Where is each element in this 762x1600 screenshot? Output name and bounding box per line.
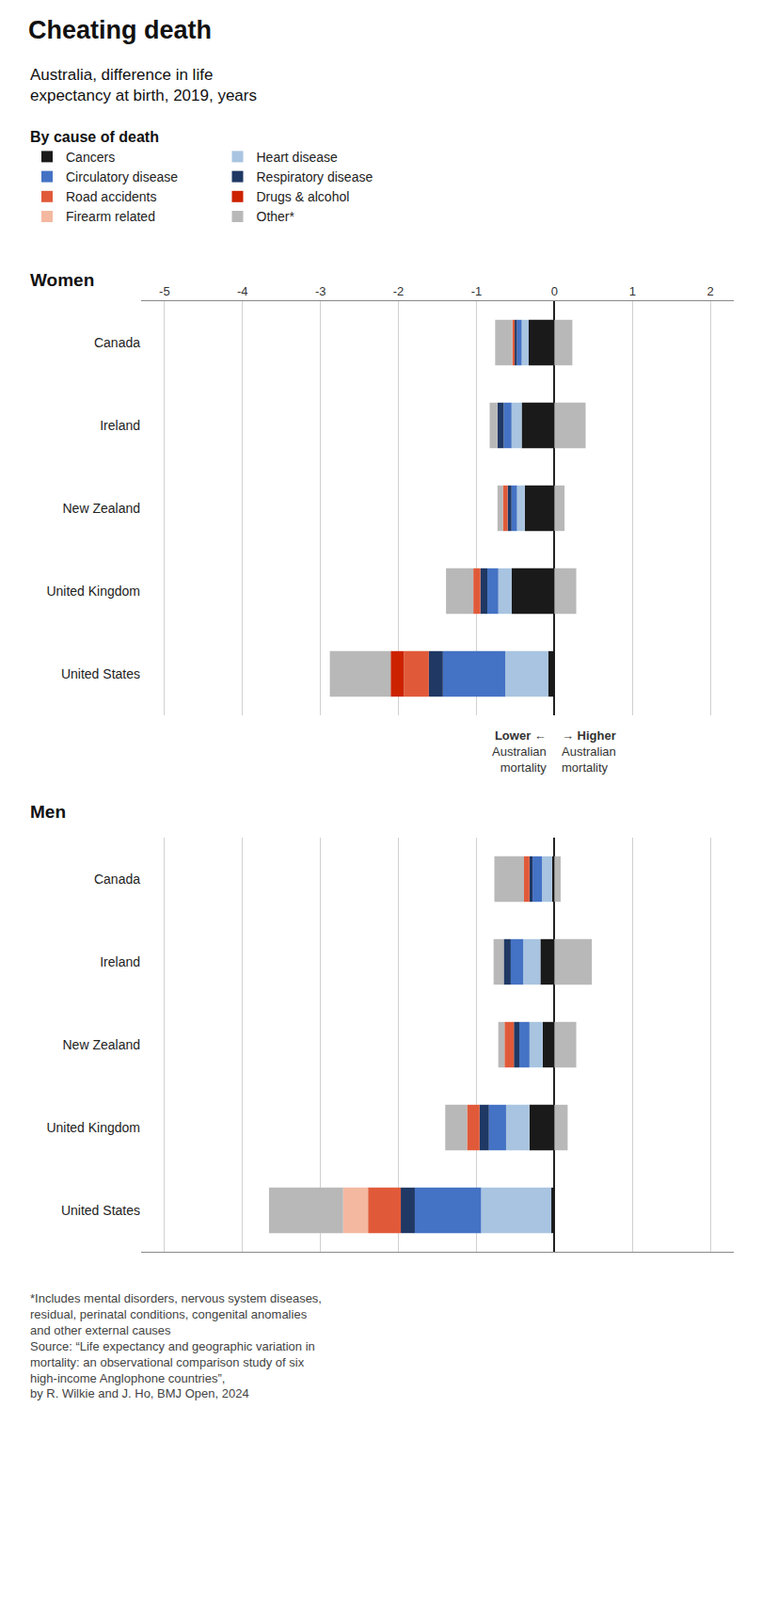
svg-text:United Kingdom: United Kingdom <box>46 583 141 599</box>
svg-text:Australia, difference in lifee: Australia, difference in lifeexpectancy … <box>30 65 257 105</box>
svg-text:United States: United States <box>61 1202 141 1218</box>
svg-text:-5: -5 <box>158 284 171 299</box>
svg-text:Women: Women <box>30 269 95 290</box>
svg-text:New Zealand: New Zealand <box>63 1036 142 1052</box>
svg-text:→ HigherAustralianmortality: → HigherAustralianmortality <box>561 728 617 775</box>
svg-text:New Zealand: New Zealand <box>63 500 142 516</box>
svg-text:-3: -3 <box>315 284 327 299</box>
svg-text:1: 1 <box>629 284 636 299</box>
svg-text:*Includes mental disorders, ne: *Includes mental disorders, nervous syst… <box>30 1290 322 1400</box>
svg-text:0: 0 <box>551 284 558 299</box>
svg-text:Drugs & alcohol: Drugs & alcohol <box>256 189 350 205</box>
svg-text:-2: -2 <box>393 284 405 299</box>
svg-text:United States: United States <box>61 666 141 682</box>
svg-text:Men: Men <box>30 801 66 822</box>
svg-text:Circulatory disease: Circulatory disease <box>65 169 178 185</box>
svg-text:Respiratory disease: Respiratory disease <box>256 169 374 185</box>
svg-text:-1: -1 <box>471 284 483 299</box>
svg-text:-4: -4 <box>237 284 249 299</box>
svg-text:Ireland: Ireland <box>99 953 141 969</box>
svg-text:United Kingdom: United Kingdom <box>46 1119 141 1135</box>
svg-text:Road accidents: Road accidents <box>65 189 158 205</box>
svg-text:Heart disease: Heart disease <box>256 149 339 165</box>
svg-text:2: 2 <box>707 284 715 299</box>
svg-text:Cheating death: Cheating death <box>28 15 212 45</box>
svg-text:Lower ←Australianmortality: Lower ←Australianmortality <box>492 728 547 775</box>
svg-text:Cancers: Cancers <box>65 149 115 165</box>
svg-text:Ireland: Ireland <box>99 417 141 433</box>
svg-text:Other*: Other* <box>256 208 296 224</box>
svg-text:Canada: Canada <box>94 334 141 350</box>
svg-text:Canada: Canada <box>94 871 141 887</box>
svg-text:By cause of death: By cause of death <box>30 128 159 145</box>
svg-text:Firearm related: Firearm related <box>65 208 156 224</box>
